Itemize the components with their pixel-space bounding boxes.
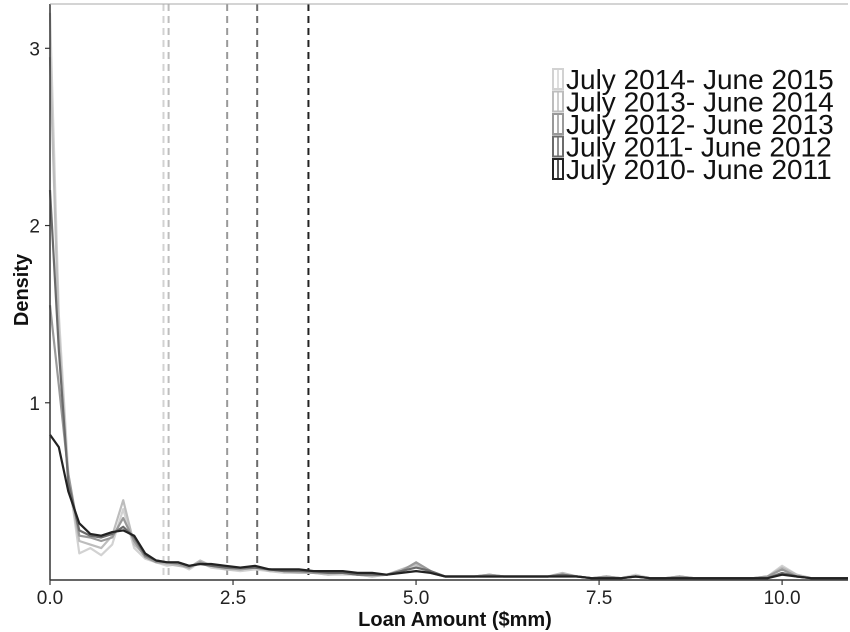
x-tick-label: 2.5 [220,588,246,609]
x-tick-label: 5.0 [403,588,429,609]
legend-label: July 2010- June 2011 [566,154,832,185]
series-line-3 [48,305,848,580]
legend-label: July 2014- June 2015 [566,64,834,95]
x-ticks: 0.0 2.5 5.0 7.5 10.0 [37,580,801,609]
y-tick-label: 3 [29,39,40,60]
legend-label: July 2011- June 2012 [566,132,832,163]
legend-label: July 2013- June 2014 [566,87,834,118]
y-ticks: 1 2 3 [29,39,50,415]
legend-item: July 2010- June 2011 [552,154,832,185]
x-axis-title: Loan Amount ($mm) [358,609,552,631]
legend-item: July 2012- June 2013 [552,109,834,140]
y-axis-title: Density [11,253,33,326]
axes [49,3,848,581]
legend-item: July 2011- June 2012 [552,132,832,163]
series-lines [48,12,848,580]
x-tick-label: 7.5 [586,588,612,609]
legend-item: July 2013- June 2014 [552,87,834,118]
legend-item: July 2014- June 2015 [552,64,834,95]
y-tick-label: 1 [29,394,40,415]
x-tick-label: 10.0 [764,588,801,609]
x-tick-label: 0.0 [37,588,63,609]
y-tick-label: 2 [29,217,40,238]
series-line-4 [48,190,848,580]
legend-label: July 2012- June 2013 [566,109,834,140]
series-line-5 [49,434,848,580]
median-lines [162,4,310,580]
